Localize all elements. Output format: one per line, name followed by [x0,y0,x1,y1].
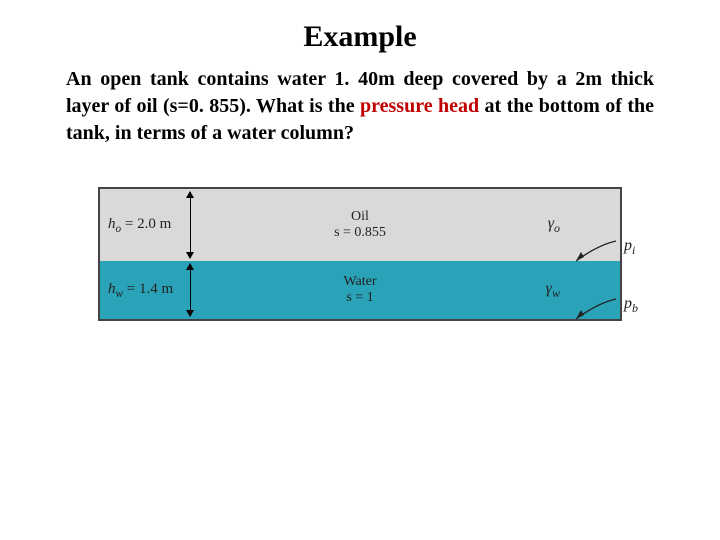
problem-highlight: pressure head [360,95,479,117]
oil-center-label: Oil s = 0.855 [320,209,400,241]
water-extent-line [190,264,191,316]
gamma-oil-label: γo [548,215,560,236]
tank-figure: ho = 2.0 m hw = 1.4 m Oil s = 0.855 Wate… [98,187,622,321]
water-sg: s = 1 [320,290,400,306]
pressure-pb-label: pb [624,295,638,316]
pressure-pi-label: pi [624,237,635,258]
water-height-label: hw = 1.4 m [108,281,173,300]
arrow-down-icon [186,252,194,259]
oil-extent-line [190,192,191,258]
oil-height-label: ho = 2.0 m [108,216,171,235]
gamma-water-label: γw [546,280,560,301]
problem-text: An open tank contains water 1. 40m deep … [66,66,654,147]
oil-sg: s = 0.855 [320,225,400,241]
oil-name: Oil [320,209,400,225]
water-center-label: Water s = 1 [320,274,400,306]
arrow-up-icon [186,263,194,270]
page-title: Example [60,20,660,54]
figure-container: ho = 2.0 m hw = 1.4 m Oil s = 0.855 Wate… [60,187,660,321]
arrow-down-icon [186,310,194,317]
water-name: Water [320,274,400,290]
arrow-up-icon [186,191,194,198]
